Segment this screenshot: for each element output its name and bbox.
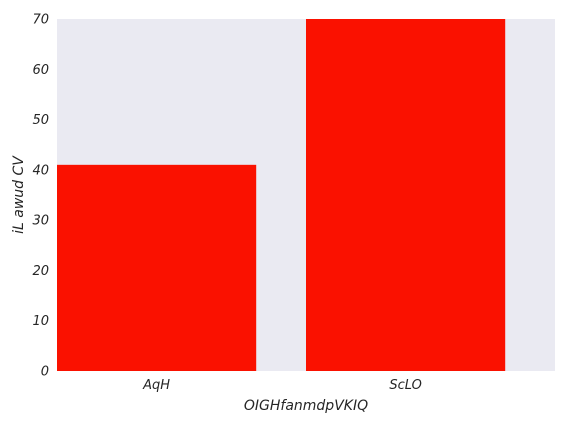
- y-tick-label: 40: [32, 163, 49, 178]
- y-tick-label: 70: [32, 13, 49, 28]
- y-tick-label: 10: [32, 314, 49, 329]
- y-tick-label: 50: [32, 113, 49, 128]
- x-tick-label: ScLO: [389, 378, 421, 393]
- x-tick-label: AqH: [142, 378, 170, 393]
- y-axis-ticks: 0 10 20 30 40 50 60 70: [32, 13, 49, 380]
- y-tick-label: 0: [41, 365, 49, 380]
- bar-aqh: [57, 164, 257, 371]
- y-tick-label: 20: [32, 264, 49, 279]
- y-tick-label: 30: [32, 214, 49, 229]
- x-axis-ticks: AqH ScLO: [142, 378, 422, 393]
- y-tick-label: 60: [32, 63, 49, 78]
- x-axis-label: OIGHfanmdpVKIQ: [244, 398, 368, 414]
- bar-sclo: [306, 19, 506, 371]
- y-axis-label: iL awud CV: [11, 155, 27, 234]
- bars-group: [57, 19, 506, 371]
